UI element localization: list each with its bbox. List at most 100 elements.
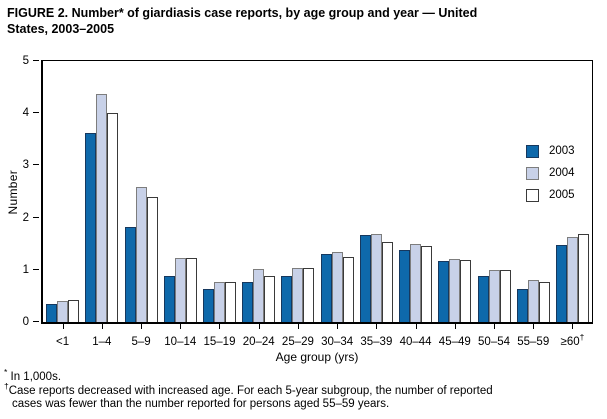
bar-2003: [202, 289, 214, 322]
bar-2005: [303, 268, 315, 322]
bar-2005: [107, 113, 119, 322]
y-tick-label: 0: [22, 316, 29, 328]
bar-group: 15–19: [200, 61, 239, 348]
bar-2003: [555, 245, 567, 322]
bar-2005: [577, 234, 589, 322]
bar-2004: [135, 187, 147, 322]
figure-title: FIGURE 2. Number* of giardiasis case rep…: [7, 5, 601, 38]
bar-2004: [527, 280, 539, 322]
y-axis: 0 1 2 3 4 5: [0, 55, 41, 328]
x-tick: [258, 324, 260, 329]
bar-2003: [46, 304, 58, 322]
bar-2005: [185, 258, 197, 322]
bar-2004: [57, 301, 69, 322]
y-tick-label: 1: [22, 263, 29, 276]
legend-item-2005: 2005: [526, 188, 575, 202]
y-tick: [33, 60, 39, 61]
bar-2004: [253, 269, 265, 322]
y-tick-label: 4: [22, 107, 29, 120]
bar-2004: [488, 270, 500, 322]
x-category-label: 20–24: [242, 336, 275, 348]
footnote-dagger-line1: †Case reports decreased with increased a…: [4, 382, 594, 398]
x-tick: [533, 324, 535, 329]
legend-label-2003: 2003: [549, 145, 575, 157]
x-tick: [337, 324, 339, 329]
legend-item-2004: 2004: [526, 166, 575, 180]
x-tick: [101, 324, 103, 329]
plot-area: <1 1–4 5–9 10–14 15–19 20–24 25–29 30–34 35–39 40…: [41, 60, 593, 348]
bar-2004: [292, 268, 304, 322]
bar-group: 55–59: [514, 61, 553, 348]
x-category-label: 10–14: [164, 336, 197, 348]
bar-2003: [124, 227, 136, 322]
y-tick: [33, 216, 39, 218]
bar-2004: [96, 94, 108, 322]
y-tick: [33, 164, 39, 166]
x-tick: [572, 324, 574, 329]
dagger-superscript: †: [579, 332, 585, 343]
bar-2003: [477, 276, 489, 322]
legend-label-2005: 2005: [549, 189, 575, 201]
bar-group: 10–14: [161, 61, 200, 348]
x-category-label: 1–4: [92, 336, 112, 348]
x-axis-title: Age group (yrs): [275, 350, 359, 364]
asterisk-symbol: *: [4, 367, 8, 378]
bar-2004: [449, 259, 461, 322]
x-tick: [415, 324, 417, 329]
bar-group: 25–29: [278, 61, 317, 348]
legend-item-2003: 2003: [526, 144, 575, 158]
y-tick: [33, 112, 39, 114]
y-tick: [33, 268, 39, 270]
bar-2005: [381, 242, 393, 322]
bar-2003: [359, 235, 371, 322]
bar-group: ≥60†: [553, 61, 592, 348]
y-tick: [33, 321, 39, 322]
x-category-label: 30–34: [321, 336, 354, 348]
bar-group: 20–24: [239, 61, 278, 348]
bar-group: 5–9: [121, 61, 160, 348]
legend-swatch-2005: [526, 188, 539, 202]
legend-swatch-2004: [526, 166, 539, 180]
bar-group: 35–39: [357, 61, 396, 348]
x-category-label: 5–9: [131, 336, 151, 348]
bar-group: 40–44: [396, 61, 435, 348]
footnote-dagger: †Case reports decreased with increased a…: [4, 382, 594, 412]
bar-group: 30–34: [318, 61, 357, 348]
bar-2003: [438, 261, 450, 322]
y-tick-label: 5: [22, 55, 29, 67]
bar-2005: [499, 270, 511, 322]
figure-title-line2: States, 2003–2005: [7, 22, 115, 37]
footnote-dagger-text1: Case reports decreased with increased ag…: [8, 385, 493, 397]
x-tick: [297, 324, 299, 329]
bar-2005: [538, 282, 550, 322]
x-category-label: 45–49: [438, 336, 471, 348]
x-category-label: 40–44: [399, 336, 432, 348]
footnote-asterisk: * In 1,000s.: [4, 368, 62, 383]
bar-2005: [342, 257, 354, 322]
bar-2004: [566, 237, 578, 322]
x-category-label: 25–29: [281, 336, 314, 348]
bar-2004: [410, 244, 422, 322]
x-tick: [494, 324, 496, 329]
bar-2003: [516, 289, 528, 322]
legend-label-2004: 2004: [549, 167, 575, 179]
bar-2005: [146, 197, 158, 322]
x-tick: [62, 324, 64, 329]
footnote-asterisk-text: In 1,000s.: [10, 371, 62, 383]
bar-group: 50–54: [474, 61, 513, 348]
bar-2003: [320, 254, 332, 322]
bar-2003: [399, 250, 411, 322]
bar-group: <1: [43, 61, 82, 348]
y-tick-label: 3: [22, 159, 29, 172]
plot-groups: <1 1–4 5–9 10–14 15–19 20–24 25–29 30–34 35–39 40…: [43, 61, 592, 348]
y-tick-label: 2: [22, 211, 29, 224]
x-category-label: 15–19: [203, 336, 236, 348]
x-category-label: ≥60†: [560, 332, 585, 348]
bar-group: 1–4: [82, 61, 121, 348]
bar-group: 45–49: [435, 61, 474, 348]
bar-2005: [421, 246, 433, 322]
bar-2004: [174, 258, 186, 322]
bar-2005: [460, 260, 472, 322]
x-tick: [219, 324, 221, 329]
